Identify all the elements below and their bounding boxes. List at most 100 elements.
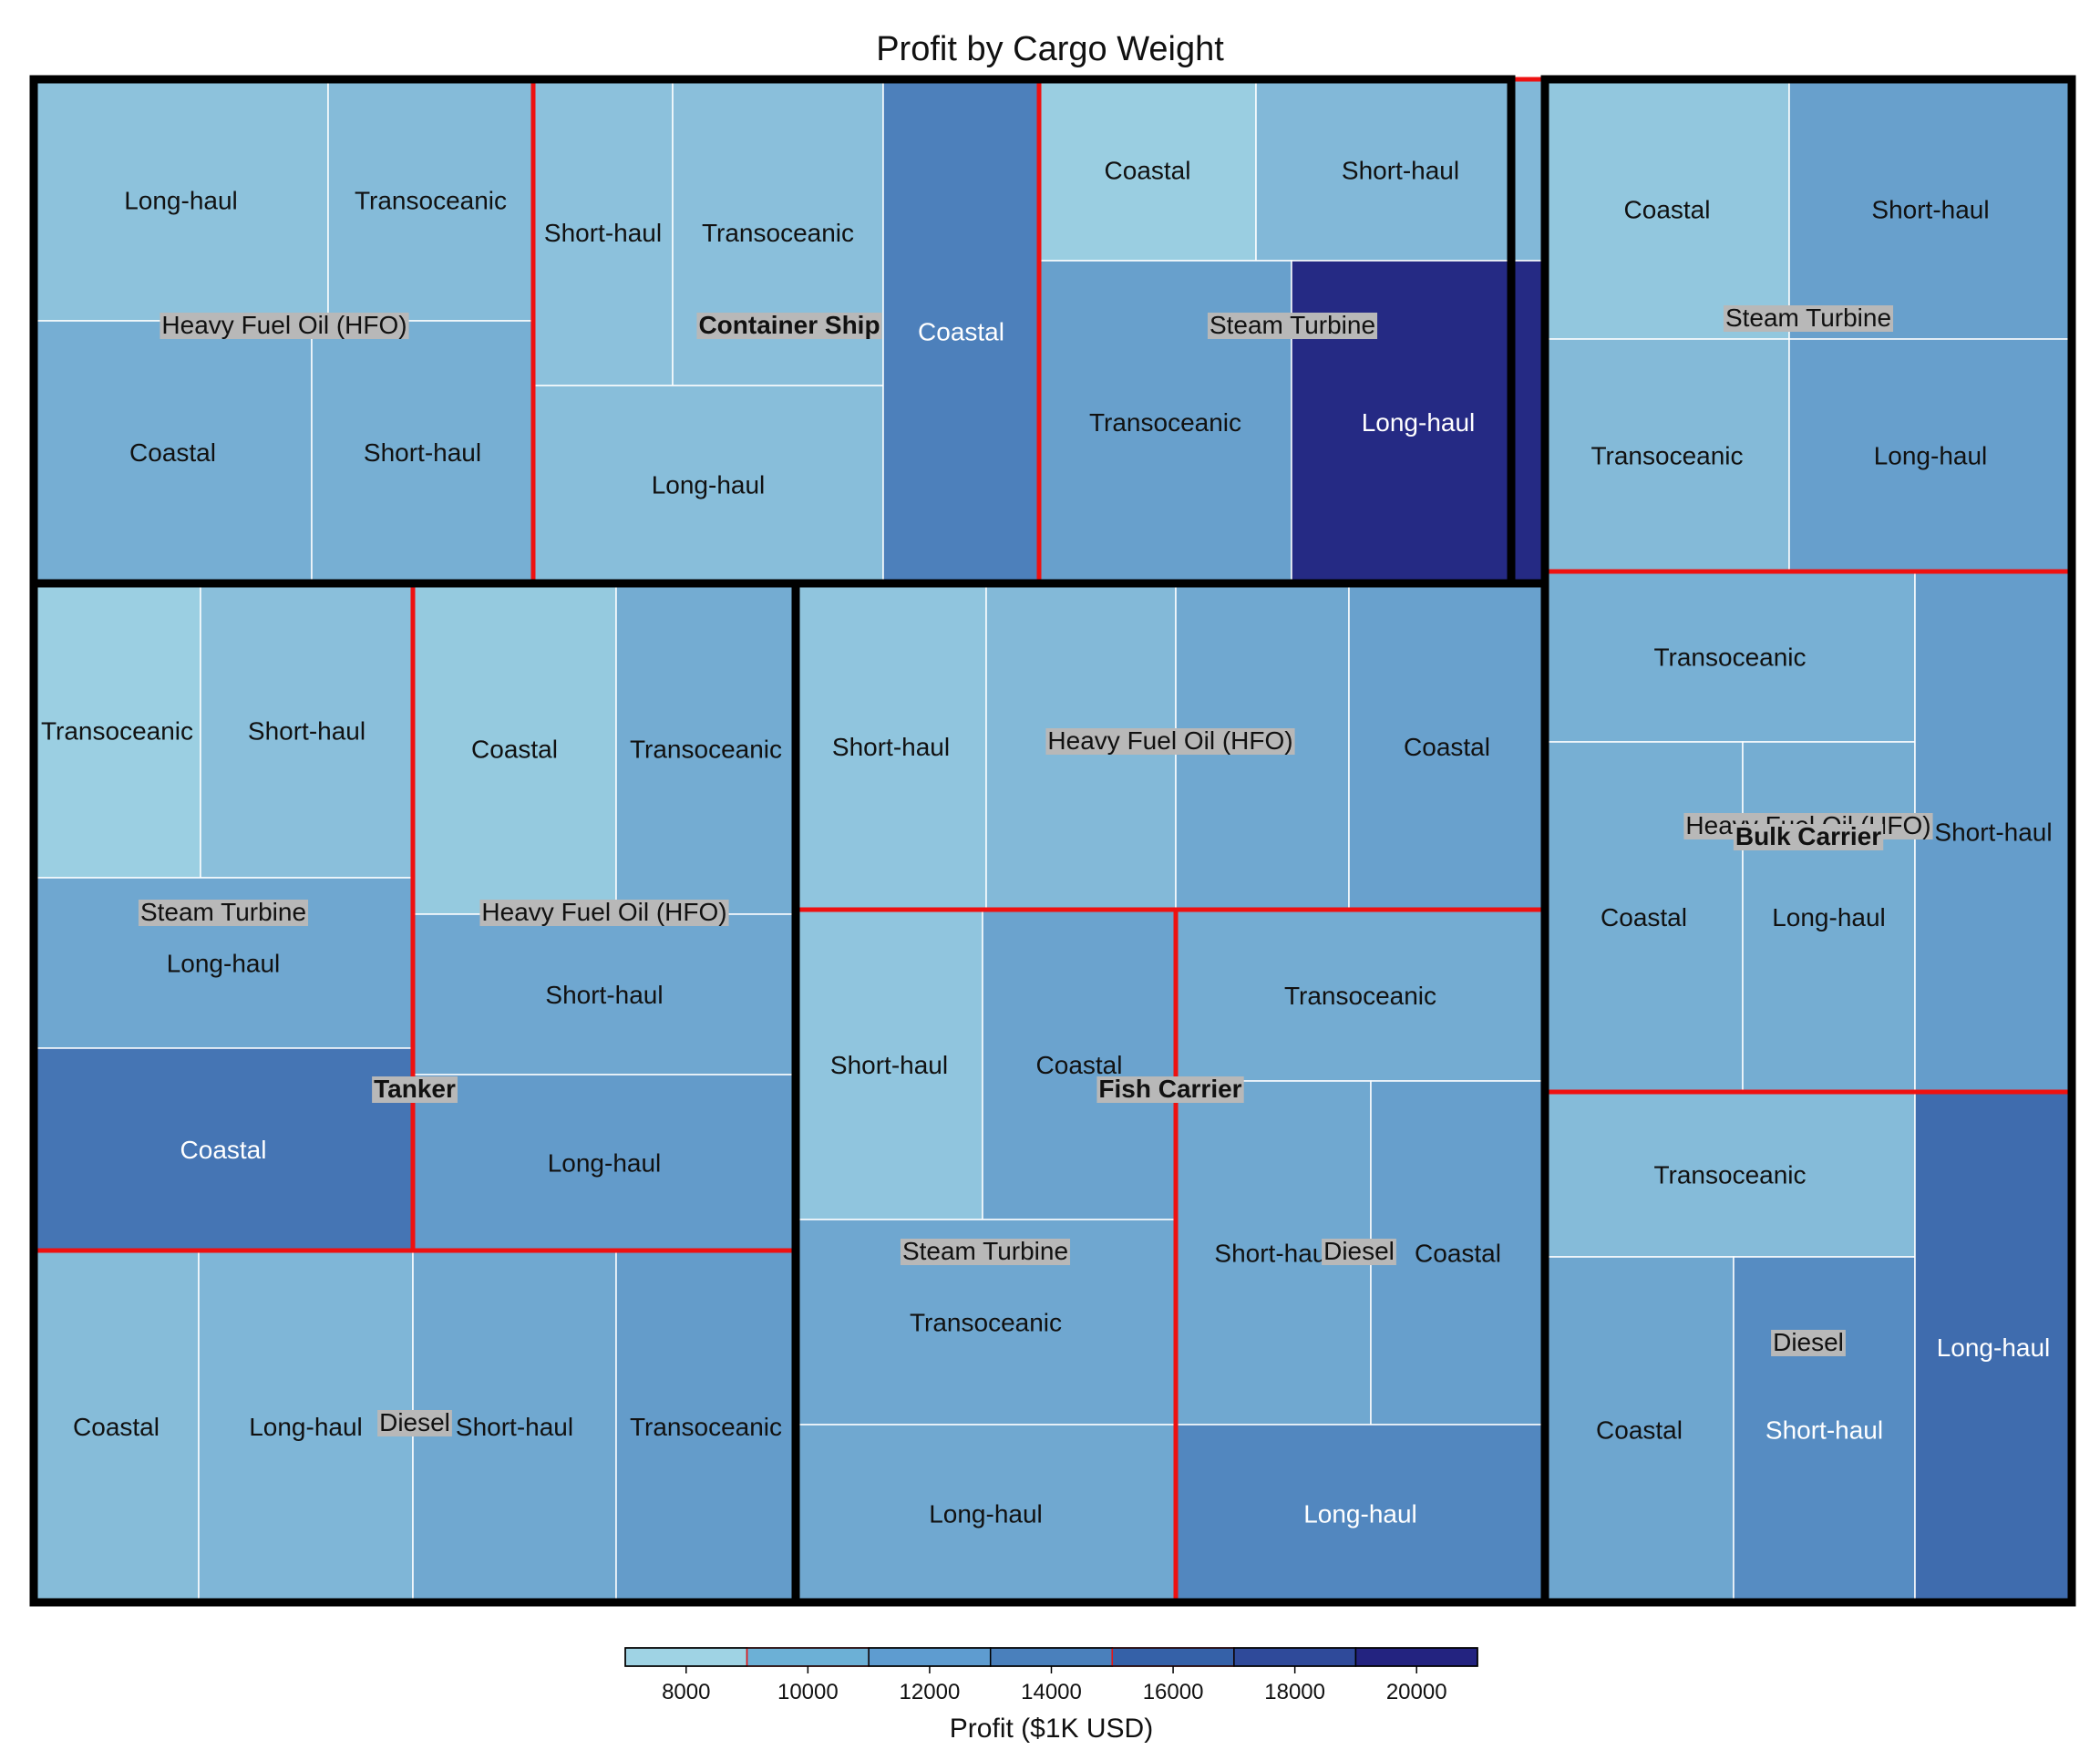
treemap-cell — [327, 78, 534, 322]
engine-group-label-background — [1045, 728, 1295, 755]
vessel-label-box: Bulk Carrier — [1733, 822, 1884, 850]
cell-label: Long-haul — [1362, 408, 1476, 437]
treemap-cell — [1544, 1091, 1916, 1258]
cell-label: Long-haul — [1874, 442, 1988, 470]
cell-label: Short-haul — [545, 981, 663, 1009]
cell-label: Short-haul — [1214, 1240, 1332, 1268]
cell-label: Short-haul — [544, 219, 662, 247]
treemap-cell — [1733, 1256, 1916, 1603]
colorbar-tick-label: 20000 — [1386, 1680, 1447, 1704]
cell-label: Transoceanic — [630, 1413, 782, 1441]
cell-label: Coastal — [1624, 196, 1711, 224]
colorbar-segment — [989, 1647, 1114, 1667]
treemap-cell — [33, 1047, 414, 1251]
treemap-cell — [532, 385, 884, 584]
treemap-cell — [412, 582, 617, 915]
treemap-cell — [1788, 338, 2073, 572]
treemap-cell — [982, 909, 1177, 1220]
cell-label: Short-haul — [456, 1413, 573, 1441]
colorbar-title: Profit ($1K USD) — [950, 1714, 1153, 1744]
cell-label: Long-haul — [929, 1500, 1043, 1529]
treemap-cell — [795, 582, 987, 911]
cell-label: Short-haul — [1871, 196, 1989, 224]
treemap-cell — [1348, 582, 1546, 911]
engine-group-label-box: Steam Turbine — [1207, 311, 1378, 339]
cell-label: Coastal — [1415, 1240, 1501, 1268]
vessel-label-box: Tanker — [372, 1075, 458, 1103]
engine-group-label: Diesel — [1773, 1328, 1844, 1356]
cell-label: Long-haul — [548, 1149, 662, 1178]
cell-label: Long-haul — [124, 187, 238, 215]
colorbar-tick-label: 8000 — [662, 1680, 710, 1704]
engine-group-label-background — [900, 1239, 1071, 1265]
engine-group-label-box: Steam Turbine — [900, 1237, 1071, 1265]
engine-group-label: Diesel — [379, 1408, 450, 1436]
engine-group-label-box: Steam Turbine — [138, 898, 309, 926]
chart-title: Profit by Cargo Weight — [876, 30, 1224, 68]
colorbar-tick-label: 18000 — [1264, 1680, 1325, 1704]
colorbar-segment — [746, 1647, 870, 1667]
cell-label: Transoceanic — [1653, 1161, 1806, 1189]
colorbar-segment — [1111, 1647, 1235, 1667]
cell-label: Transoceanic — [910, 1309, 1062, 1337]
cell-label: Short-haul — [832, 733, 950, 761]
colorbar-segment — [624, 1647, 748, 1667]
treemap-cell — [1914, 571, 2073, 1093]
colorbar: 8000 10000 12000 14000 16000 18000 20000 Profit… — [624, 1647, 1478, 1744]
engine-group-label-background — [1771, 1330, 1846, 1356]
cell-label: Long-haul — [249, 1413, 363, 1441]
cell-label: Coastal — [1036, 1051, 1123, 1079]
cell-label: Short-haul — [1765, 1416, 1883, 1445]
colorbar-tick-label: 12000 — [900, 1680, 961, 1704]
vessel-label: Tanker — [374, 1075, 456, 1103]
engine-group-label: Heavy Fuel Oil (HFO) — [481, 898, 726, 926]
treemap-cell — [198, 1250, 414, 1603]
cell-label: Long-haul — [1937, 1333, 2051, 1362]
treemap-cell — [1742, 741, 1916, 1093]
cell-label: Short-haul — [1342, 157, 1459, 185]
treemap-labels: Long-haul Transoceanic Coastal Short-haul Sh… — [41, 157, 2053, 1529]
treemap-cell — [882, 78, 1040, 584]
vessel-label-background — [372, 1076, 458, 1103]
vessel-label-background — [1733, 824, 1884, 850]
engine-group-label-box: Diesel — [1771, 1328, 1846, 1356]
vessel-label: Fish Carrier — [1098, 1075, 1241, 1103]
engine-group-label: Steam Turbine — [1725, 304, 1891, 332]
colorbar-segment — [1233, 1647, 1357, 1667]
cell-label: Transoceanic — [1284, 982, 1436, 1010]
cell-label: Transoceanic — [630, 736, 782, 764]
engine-group-label: Heavy Fuel Oil (HFO) — [1047, 726, 1292, 755]
cell-label: Transoceanic — [41, 717, 193, 746]
engine-group-label: Steam Turbine — [140, 898, 306, 926]
vessel-label-background — [696, 313, 882, 339]
cell-label: Long-haul — [167, 950, 281, 978]
cell-label: Coastal — [1404, 733, 1490, 761]
vessel-label: Bulk Carrier — [1735, 822, 1881, 850]
cell-label: Coastal — [918, 318, 1004, 346]
cell-label: Short-haul — [830, 1051, 948, 1079]
treemap-cell — [33, 78, 329, 322]
engine-group-label-background — [1322, 1239, 1396, 1265]
cell-label: Coastal — [1601, 903, 1687, 932]
cell-label: Short-haul — [364, 438, 481, 467]
engine-group-label-box: Diesel — [1322, 1237, 1396, 1265]
cell-label: Transoceanic — [1590, 442, 1743, 470]
treemap-cell — [1175, 1424, 1546, 1603]
treemap-cell — [1175, 909, 1546, 1082]
engine-group-label-box: Heavy Fuel Oil (HFO) — [160, 311, 409, 339]
treemap-cell — [1544, 741, 1744, 1093]
treemap-cell — [33, 582, 201, 879]
treemap-cell — [532, 78, 674, 386]
engine-group-label-background — [160, 313, 409, 339]
engine-group-label-background — [138, 900, 309, 926]
colorbar-tick-label: 10000 — [777, 1680, 839, 1704]
colorbar-tick-label: 14000 — [1021, 1680, 1082, 1704]
cell-label: Long-haul — [1772, 903, 1886, 932]
cell-label: Transoceanic — [355, 187, 507, 215]
cell-label: Long-haul — [652, 471, 766, 499]
cell-label: Coastal — [129, 438, 216, 467]
engine-group-label: Diesel — [1323, 1237, 1395, 1265]
engine-group-label-background — [1723, 305, 1894, 332]
